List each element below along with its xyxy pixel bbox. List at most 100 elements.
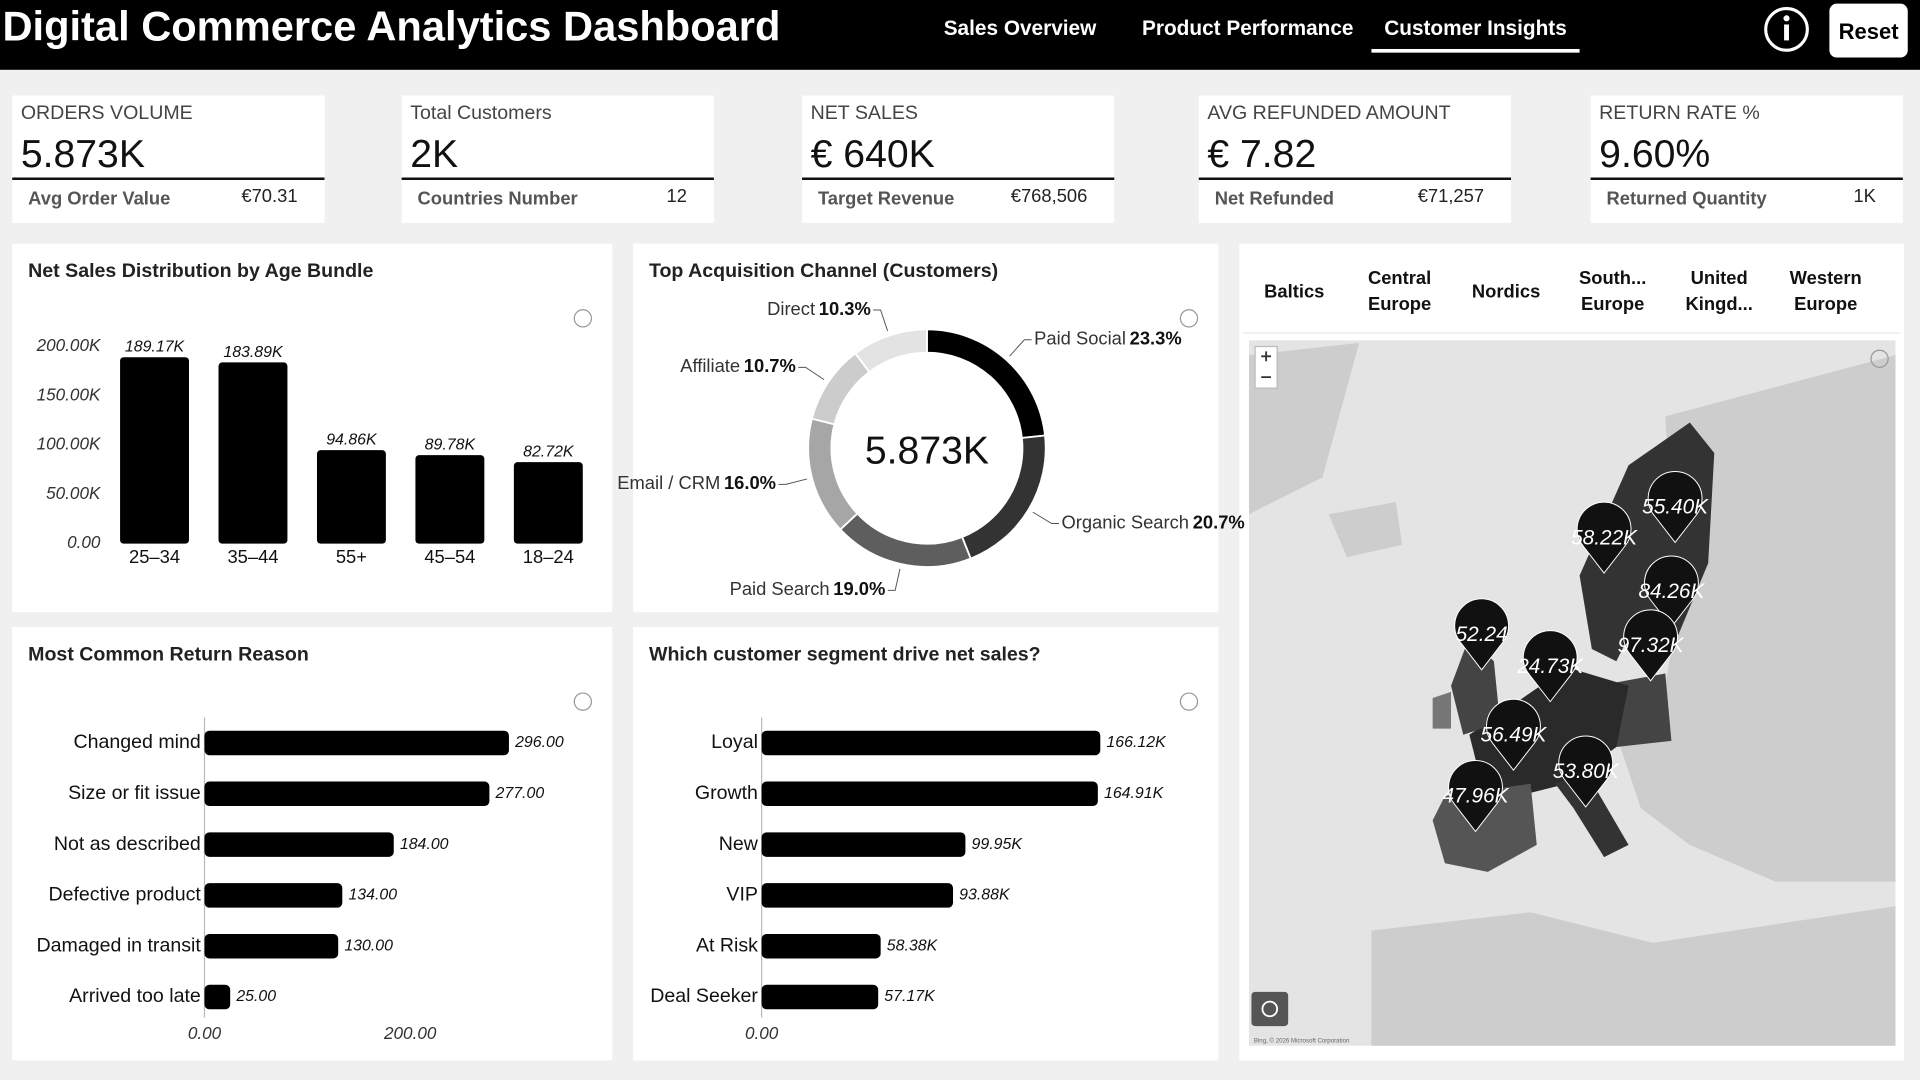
nav-tab[interactable]: Sales Overview [944,17,1097,40]
map-pin[interactable]: 53.80K [1553,735,1620,808]
pin-marker [1448,760,1503,833]
info-button[interactable] [1764,7,1809,52]
leader-line [887,568,901,591]
x-tick-label: 18–24 [523,546,574,567]
pin-label: 52.24 [1456,623,1508,646]
bar [218,362,288,544]
reset-view-icon [1261,1000,1279,1018]
reset-label[interactable]: Reset [1839,19,1900,44]
slice-value: 10.7% [744,355,796,376]
help-icon[interactable] [1179,692,1199,711]
pin-marker [1623,609,1678,682]
help-icon[interactable] [1870,349,1889,368]
category-label: Growth [695,782,758,804]
pin-label: 24.73K [1516,655,1584,678]
bar [204,832,394,857]
y-tick-label: 100.00K [37,434,102,454]
y-tick-label: 0.00 [67,532,101,552]
kpi-value: € 7.82 [1207,133,1316,176]
pin-marker [1486,698,1541,772]
help-icon[interactable] [573,692,593,711]
zoom-controls[interactable] [1254,345,1278,389]
bar [204,984,231,1010]
kpi-card [1198,95,1512,223]
map-attribution: Bing, © 2026 Microsoft Corporation [1254,1037,1350,1044]
leader-line [873,309,889,332]
category-label: Size or fit issue [68,782,201,804]
leader-line [798,366,825,381]
map-tab[interactable]: United Kingd... [1667,263,1772,319]
kpi-label: RETURN RATE % [1599,102,1760,124]
kpi-sub-label: Countries Number [418,187,578,208]
slice-value: 20.7% [1193,511,1245,532]
map-tab-label[interactable]: South... Europe [1578,268,1647,315]
bar [415,455,485,544]
map-tab-label[interactable]: Western Europe [1789,268,1862,315]
value-label: 189.17K [125,339,186,356]
value-label: 164.91K [1104,785,1165,802]
help-icon[interactable] [573,309,593,328]
map-tab[interactable]: Western Europe [1773,263,1878,319]
bar [761,933,881,959]
kpi-sub-value: €70.31 [241,185,297,206]
map-pin[interactable]: 52.24 [1454,598,1510,671]
bar [513,462,583,544]
help-icon[interactable] [1179,309,1199,328]
kpi-sub-value: €768,506 [1011,185,1088,206]
category-label: New [719,833,759,855]
bar [761,832,966,857]
kpi-value: 9.60% [1599,133,1710,176]
bar [761,984,879,1010]
chart-title: Most Common Return Reason [28,643,309,665]
map[interactable] [1248,340,1896,1046]
kpi-sub-label: Returned Quantity [1607,187,1768,208]
kpi-label: Total Customers [410,102,552,124]
value-label: 277.00 [495,785,545,802]
map-tab-label[interactable]: Central Europe [1367,268,1432,315]
kpi-sub-value: €71,257 [1418,185,1484,206]
value-label: 166.12K [1106,734,1167,751]
category-label: VIP [726,884,758,906]
pin-marker [1576,501,1632,574]
leader-line [1009,339,1032,357]
land [1328,502,1403,558]
kpi-sub-label: Net Refunded [1215,187,1334,208]
map-pin[interactable]: 55.40K [1642,471,1709,544]
nav-tab[interactable]: Product Performance [1142,17,1354,40]
bar [761,883,954,908]
map-tab-label[interactable]: Nordics [1471,281,1541,302]
x-tick-label: 0.00 [745,1023,779,1043]
nav-tab[interactable]: Customer Insights [1384,17,1567,40]
value-label: 184.00 [400,836,449,853]
value-label: 58.38K [887,937,939,954]
pin-marker [1558,735,1614,808]
pin-label: 55.40K [1642,496,1709,519]
map-pin[interactable]: 58.22K [1571,501,1638,574]
map-pin[interactable]: 47.96K [1443,760,1510,833]
map-tab[interactable]: South... Europe [1560,263,1665,319]
category-label: Damaged in transit [36,934,201,956]
map-tab-label[interactable]: Baltics [1264,281,1325,302]
reset-button[interactable] [1829,3,1908,58]
map-pin[interactable]: 97.32K [1618,609,1685,682]
reset-view-button[interactable] [1251,991,1289,1027]
map-tab[interactable]: Nordics [1453,263,1558,319]
map-pin[interactable]: 84.26K [1638,555,1706,628]
map-pin[interactable]: 56.49K [1481,698,1548,772]
y-tick-label: 50.00K [46,483,102,503]
x-tick-label: 25–34 [129,546,180,567]
map-tab-label[interactable]: United Kingd... [1685,268,1753,315]
slice-category: Paid Search [730,578,830,599]
donut-center-label: 5.873K [865,429,989,472]
x-tick-label: 200.00 [383,1023,437,1043]
bar [204,781,490,807]
active-tab-underline [1371,48,1580,53]
value-label: 296.00 [514,734,564,751]
value-label: 99.95K [972,836,1024,853]
category-label: Defective product [48,884,201,906]
map-pin[interactable]: 24.73K [1516,630,1584,703]
map-tab[interactable]: Central Europe [1347,263,1452,319]
map-tab[interactable]: Baltics [1242,263,1347,319]
y-tick-label: 150.00K [37,384,102,404]
slice-category: Direct [767,298,815,319]
